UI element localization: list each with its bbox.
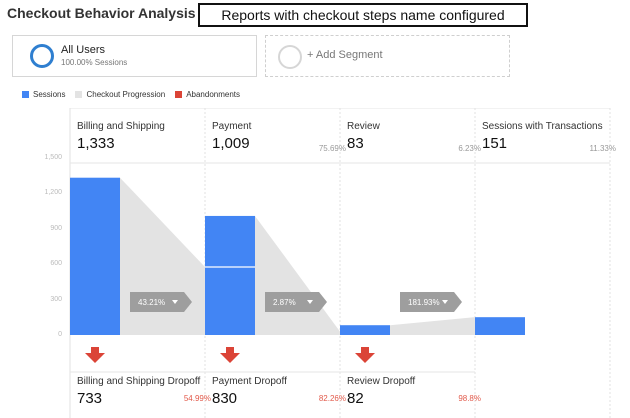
chart-legend: Sessions Checkout Progression Abandonmen… <box>22 90 240 99</box>
progression-band <box>255 215 340 335</box>
step-value: 83 <box>347 135 364 152</box>
step-value: 1,333 <box>77 135 115 152</box>
dropoff-name: Review Dropoff <box>347 376 416 387</box>
step-name: Sessions with Transactions <box>482 121 603 132</box>
legend-swatch-abandonments <box>175 91 183 98</box>
sessions-bar <box>70 177 120 335</box>
step-value: 1,009 <box>212 135 250 152</box>
dropoff-arrow-icon <box>355 347 375 363</box>
step-header-billing[interactable]: Billing and Shipping 1,333 <box>77 121 211 159</box>
dropoff-value: 82 <box>347 390 364 407</box>
progression-tag <box>130 292 192 312</box>
y-tick-1200: 1,200 <box>44 189 62 196</box>
legend-swatch-sessions <box>22 91 29 98</box>
sessions-bar <box>475 317 525 335</box>
add-segment-label: + Add Segment <box>307 49 383 61</box>
dropoff-percent: 98.8% <box>458 394 481 403</box>
y-tick-600: 600 <box>50 260 62 267</box>
report-title: Checkout Behavior Analysis <box>7 5 196 21</box>
sessions-bar <box>340 325 390 335</box>
step-percent: 75.69% <box>318 144 346 153</box>
progression-percent-label: 181.93% <box>408 298 440 307</box>
y-tick-0: 0 <box>58 331 62 338</box>
step-name: Billing and Shipping <box>77 121 165 132</box>
step-percent: 11.33% <box>589 144 616 153</box>
progression-percent-label: 2.87% <box>273 298 296 307</box>
step-percent: 6.23% <box>458 144 481 153</box>
dropoff-value: 830 <box>212 390 238 407</box>
legend-label-abandonments: Abandonments <box>186 90 241 99</box>
y-tick-1500: 1,500 <box>44 154 62 161</box>
add-segment-ring-icon <box>278 45 302 69</box>
progression-caret-icon <box>442 300 448 304</box>
step-header-payment[interactable]: Payment 1,009 75.69% <box>212 121 346 159</box>
step-name: Review <box>347 121 380 132</box>
legend-item-abandonments: Abandonments <box>175 90 240 99</box>
dropoff-value: 733 <box>77 390 103 407</box>
segment-ring-icon <box>30 44 54 68</box>
step-header-review[interactable]: Review 83 6.23% <box>347 121 481 159</box>
y-tick-900: 900 <box>50 225 62 232</box>
checkout-funnel-chart: 43.21% 2.87% 181.93% 1,500 1,200 900 600 3… <box>0 108 630 418</box>
progression-caret-icon <box>307 300 313 304</box>
step-name: Payment <box>212 121 252 132</box>
legend-label-sessions: Sessions <box>33 90 66 99</box>
y-tick-300: 300 <box>50 296 62 303</box>
legend-label-progression: Checkout Progression <box>86 90 166 99</box>
progression-tag <box>400 292 462 312</box>
dropoff-percent: 54.99% <box>183 394 211 403</box>
dropoff-name: Payment Dropoff <box>212 376 287 387</box>
legend-swatch-progression <box>75 91 83 98</box>
funnel-svg: 43.21% 2.87% 181.93% <box>69 108 611 418</box>
dropoff-name: Billing and Shipping Dropoff <box>77 376 201 387</box>
dropoff-review[interactable]: Review Dropoff 82 98.8% <box>347 376 481 418</box>
progression-percent-label: 43.21% <box>138 298 165 307</box>
add-segment-button[interactable]: + Add Segment <box>265 35 510 77</box>
progression-tag <box>265 292 327 312</box>
segment-sessions-percent: 100.00% Sessions <box>61 58 128 67</box>
progression-caret-icon <box>172 300 178 304</box>
annotation-callout: Reports with checkout steps name configu… <box>198 3 528 27</box>
step-value: 151 <box>482 135 508 152</box>
legend-item-progression: Checkout Progression <box>75 90 165 99</box>
segment-all-users[interactable]: All Users 100.00% Sessions <box>12 35 257 77</box>
dropoff-arrow-icon <box>85 347 105 363</box>
page-title: Checkout Behavior Analysis <box>7 5 213 21</box>
step-header-transactions[interactable]: Sessions with Transactions 151 11.33% <box>482 121 616 159</box>
segment-name: All Users <box>61 44 106 56</box>
dropoff-billing[interactable]: Billing and Shipping Dropoff 733 54.99% <box>77 376 211 418</box>
dropoff-percent: 82.26% <box>318 394 346 403</box>
progression-band <box>390 317 475 335</box>
legend-item-sessions: Sessions <box>22 90 65 99</box>
dropoff-arrow-icon <box>220 347 240 363</box>
dropoff-payment[interactable]: Payment Dropoff 830 82.26% <box>212 376 346 418</box>
sessions-bar <box>205 215 255 335</box>
